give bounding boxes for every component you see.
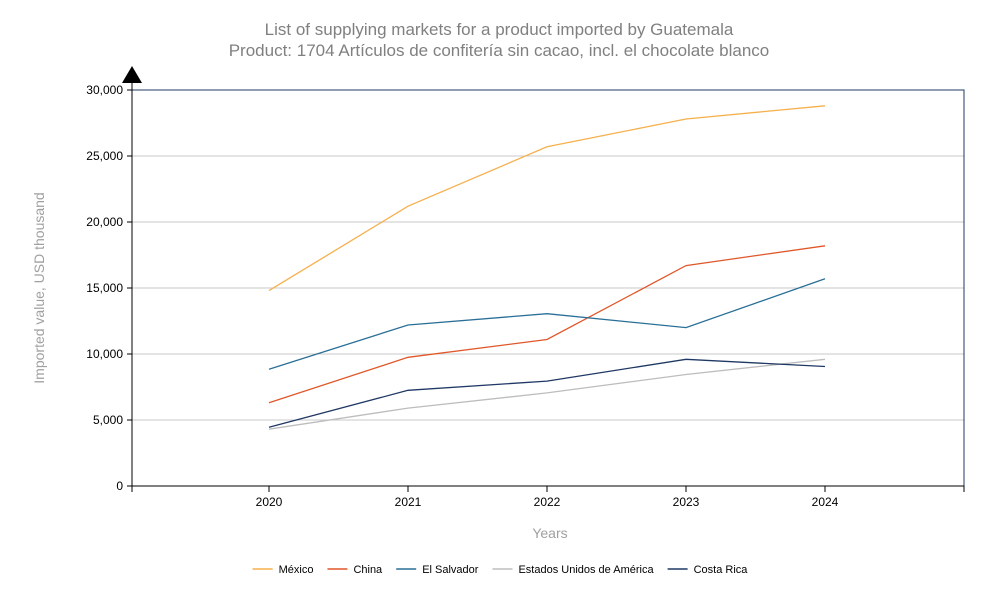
axes: 0 5,000 10,000 15,000 20,000 25,000 30,000 2020…: [86, 78, 965, 509]
y-tick-label: 5,000: [93, 413, 123, 427]
y-tick-label: 0: [116, 479, 123, 493]
y-axis-title: Imported value, USD thousand: [31, 192, 47, 383]
series-line: [268, 105, 826, 292]
x-tick-label: 2021: [395, 495, 422, 509]
grid-lines: [132, 155, 964, 421]
y-tick-label: 15,000: [86, 281, 123, 295]
y-tick-label: 30,000: [86, 83, 123, 97]
legend-item: El Salvador: [396, 564, 479, 576]
chart-subtitle: Product: 1704 Artículos de confitería si…: [229, 41, 770, 60]
legend-item: México: [252, 564, 314, 576]
series-line: [268, 245, 826, 404]
legend-item: Costa Rica: [667, 564, 749, 576]
x-tick-label: 2024: [812, 495, 839, 509]
legend-label: México: [279, 564, 314, 576]
x-axis-title: Years: [532, 525, 567, 541]
series-line: [268, 358, 826, 430]
chart-title: List of supplying markets for a product …: [265, 20, 734, 39]
legend-item: China: [327, 564, 383, 576]
legend-label: China: [353, 564, 383, 576]
y-tick-label: 25,000: [86, 149, 123, 163]
x-tick-label: 2023: [673, 495, 700, 509]
x-tick-label: 2022: [534, 495, 561, 509]
legend-item: Estados Unidos de América: [492, 564, 654, 576]
legend: México China El Salvador Estados Unidos de …: [252, 564, 749, 576]
legend-label: Costa Rica: [694, 564, 749, 576]
x-tick-label: 2020: [256, 495, 283, 509]
y-axis-arrow-icon: [122, 66, 142, 83]
series-line: [268, 278, 826, 370]
y-tick-label: 20,000: [86, 215, 123, 229]
series-lines: [268, 105, 826, 430]
legend-label: Estados Unidos de América: [518, 564, 654, 576]
series-line: [268, 358, 826, 428]
y-tick-label: 10,000: [86, 347, 123, 361]
legend-label: El Salvador: [422, 564, 479, 576]
